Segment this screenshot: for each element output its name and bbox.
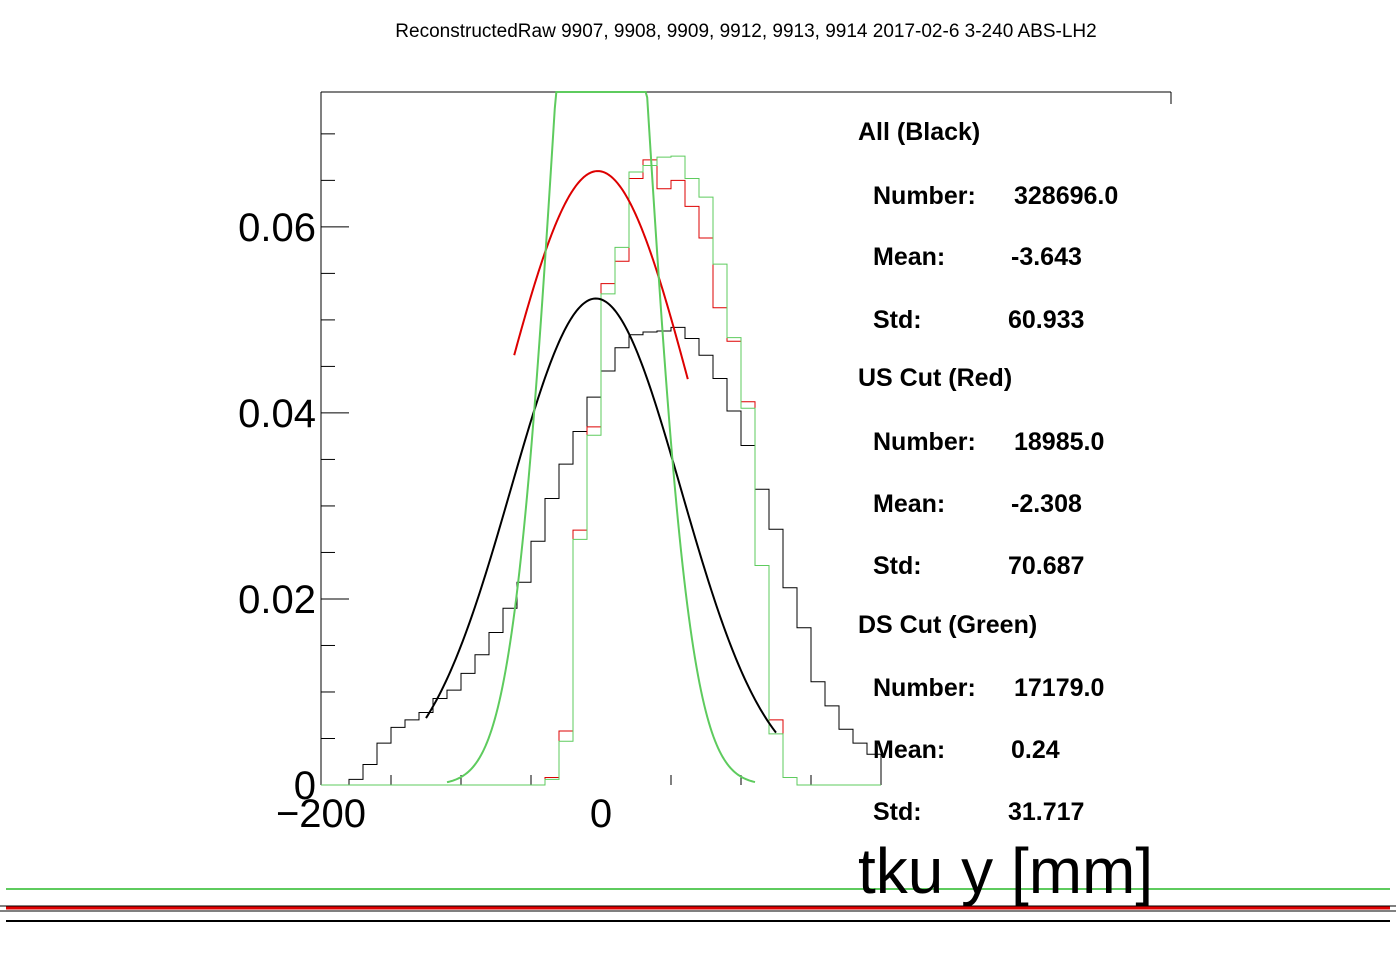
stat-header-us: US Cut (Red)	[858, 364, 1013, 392]
stat-header-ds: DS Cut (Green)	[858, 611, 1038, 639]
x-tick-label: 0	[590, 792, 612, 836]
stat-value-ds-number: 17179.0	[1014, 674, 1105, 702]
chart-title: ReconstructedRaw 9907, 9908, 9909, 9912,…	[395, 21, 1097, 42]
stat-label-us-number: Number:	[873, 428, 976, 456]
stat-label-ds-mean: Mean:	[873, 736, 946, 764]
stat-label-all-mean: Mean:	[873, 243, 946, 271]
histogram-ds	[321, 155, 881, 786]
fit-curve-all	[425, 297, 777, 734]
stat-label-all-number: Number:	[873, 182, 976, 210]
axis-ticks: 00.020.040.06−200 0	[238, 133, 812, 836]
gaussian-fits	[425, 91, 777, 784]
stat-value-ds-mean: 0.24	[1011, 736, 1060, 764]
y-tick-label: 0	[294, 764, 316, 808]
fit-curve-ds	[446, 91, 756, 784]
stat-label-ds-number: Number:	[873, 674, 976, 702]
histogram-all	[321, 326, 882, 786]
x-axis-label: tku y [mm]	[858, 835, 1154, 907]
histograms	[321, 155, 882, 786]
y-tick-label: 0.06	[238, 206, 316, 250]
stat-value-all-std: 60.933	[1008, 306, 1085, 334]
legend-lines	[0, 888, 1396, 922]
stat-value-ds-std: 31.717	[1008, 798, 1085, 826]
stat-header-all: All (Black)	[858, 118, 981, 146]
stat-value-all-mean: -3.643	[1011, 243, 1082, 271]
stat-label-us-mean: Mean:	[873, 490, 946, 518]
stat-label-us-std: Std:	[873, 552, 922, 580]
y-tick-label: 0.04	[238, 392, 316, 436]
histogram-us	[321, 159, 881, 786]
stat-value-us-std: 70.687	[1008, 552, 1085, 580]
x-tick-label: −200	[276, 792, 366, 836]
y-tick-label: 0.02	[238, 578, 316, 622]
stat-value-all-number: 328696.0	[1014, 182, 1119, 210]
stat-value-us-number: 18985.0	[1014, 428, 1105, 456]
stat-value-us-mean: -2.308	[1011, 490, 1082, 518]
stat-label-ds-std: Std:	[873, 798, 922, 826]
plot-frame	[320, 91, 1172, 785]
stat-label-all-std: Std:	[873, 306, 922, 334]
